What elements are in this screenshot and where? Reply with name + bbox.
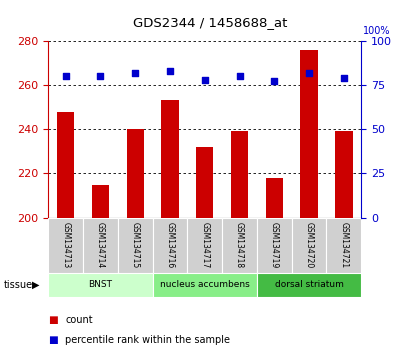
- Text: count: count: [65, 315, 93, 325]
- Bar: [265, 178, 283, 218]
- Text: GSM134719: GSM134719: [270, 222, 279, 268]
- Text: GSM134717: GSM134717: [200, 222, 209, 268]
- Text: 100%: 100%: [363, 27, 391, 36]
- Text: ▶: ▶: [32, 280, 39, 290]
- Text: ■: ■: [48, 335, 58, 345]
- Point: [236, 73, 243, 79]
- Text: GDS2344 / 1458688_at: GDS2344 / 1458688_at: [133, 16, 287, 29]
- Bar: [126, 129, 144, 218]
- Text: GSM134718: GSM134718: [235, 222, 244, 268]
- Bar: [231, 131, 248, 218]
- Point: [271, 79, 278, 84]
- Bar: [222, 218, 257, 273]
- Text: GSM134716: GSM134716: [165, 222, 174, 268]
- Bar: [196, 147, 213, 218]
- Bar: [92, 184, 109, 218]
- Bar: [48, 218, 83, 273]
- Bar: [161, 101, 178, 218]
- Bar: [335, 131, 352, 218]
- Bar: [187, 218, 222, 273]
- Point: [167, 68, 173, 74]
- Text: GSM134714: GSM134714: [96, 222, 105, 268]
- Text: BNST: BNST: [89, 280, 113, 289]
- Text: ■: ■: [48, 315, 58, 325]
- Bar: [257, 218, 291, 273]
- Bar: [48, 273, 152, 297]
- Point: [341, 75, 347, 81]
- Bar: [83, 218, 118, 273]
- Point: [202, 77, 208, 82]
- Bar: [118, 218, 152, 273]
- Text: GSM134720: GSM134720: [304, 222, 314, 268]
- Bar: [257, 273, 361, 297]
- Text: percentile rank within the sample: percentile rank within the sample: [65, 335, 230, 345]
- Text: GSM134721: GSM134721: [339, 222, 348, 268]
- Text: GSM134715: GSM134715: [131, 222, 140, 268]
- Bar: [291, 218, 326, 273]
- Bar: [326, 218, 361, 273]
- Text: nucleus accumbens: nucleus accumbens: [160, 280, 249, 289]
- Point: [62, 73, 69, 79]
- Bar: [152, 218, 187, 273]
- Bar: [57, 112, 74, 218]
- Point: [306, 70, 312, 75]
- Point: [97, 73, 104, 79]
- Point: [132, 70, 139, 75]
- Text: GSM134713: GSM134713: [61, 222, 70, 268]
- Bar: [152, 273, 257, 297]
- Text: dorsal striatum: dorsal striatum: [275, 280, 344, 289]
- Text: tissue: tissue: [4, 280, 33, 290]
- Bar: [300, 50, 318, 218]
